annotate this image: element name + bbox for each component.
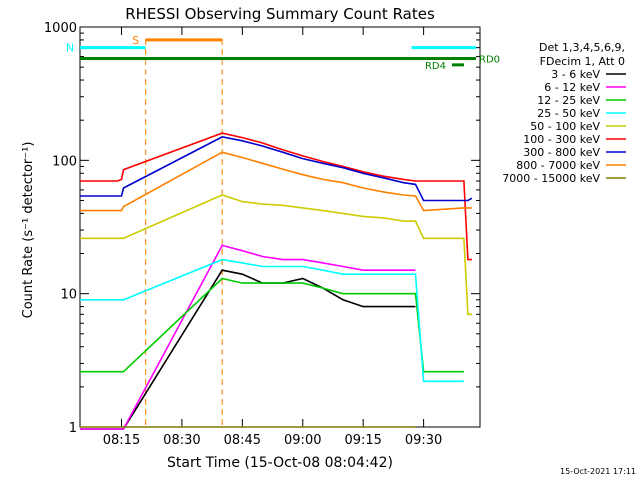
legend-label: 100 - 300 keV [523,133,600,146]
x-tick-label: 09:15 [344,433,381,448]
x-tick-label: 09:00 [284,433,321,448]
legend-label: 12 - 25 keV [537,94,600,107]
x-tick-label: 09:30 [405,433,442,448]
plot-area: 08:15 08:30 08:45 09:00 09:15 09:30 1 10 100 100… [44,21,500,448]
legend-header-2: FDecim 1, Att 0 [540,55,625,68]
flag-label: N [66,42,74,55]
legend-label: 300 - 800 keV [523,146,600,159]
legend-header-1: Det 1,3,4,5,6,9, [539,41,625,54]
legend-label: 7000 - 15000 keV [502,172,600,185]
legend: Det 1,3,4,5,6,9, FDecim 1, Att 0 3 - 6 k… [502,41,626,185]
y-tick-label: 1000 [44,21,77,36]
x-tick-label: 08:15 [103,433,140,448]
series-line [80,244,416,430]
x-axis-label: Start Time (15-Oct-08 08:04:42) [167,455,393,471]
flag-label: S [132,34,139,47]
flag-label-rd0: RD0 [479,55,500,66]
x-tick-label: 08:30 [163,433,200,448]
y-tick-label: 1 [69,421,77,436]
y-axis-label: Count Rate (s⁻¹ detector⁻¹) [21,142,36,319]
flag-label-rd4: RD4 [425,61,446,72]
legend-label: 6 - 12 keV [544,81,600,94]
y-tick-label: 10 [60,288,77,303]
timestamp: 15-Oct-2021 17:11 [560,467,636,476]
chart-title: RHESSI Observing Summary Count Rates [125,5,435,23]
legend-label: 3 - 6 keV [551,68,600,81]
series-line [80,194,472,316]
series-line [80,132,472,261]
plot-frame [79,26,481,428]
series-line [80,151,472,212]
series-line [80,277,464,373]
legend-label: 25 - 50 keV [537,107,600,120]
legend-label: 800 - 7000 keV [516,159,600,172]
x-tick-label: 08:45 [224,433,261,448]
series-line [80,136,473,202]
legend-label: 50 - 100 keV [530,120,600,133]
y-tick-label: 100 [52,154,77,169]
series-line [80,258,464,383]
